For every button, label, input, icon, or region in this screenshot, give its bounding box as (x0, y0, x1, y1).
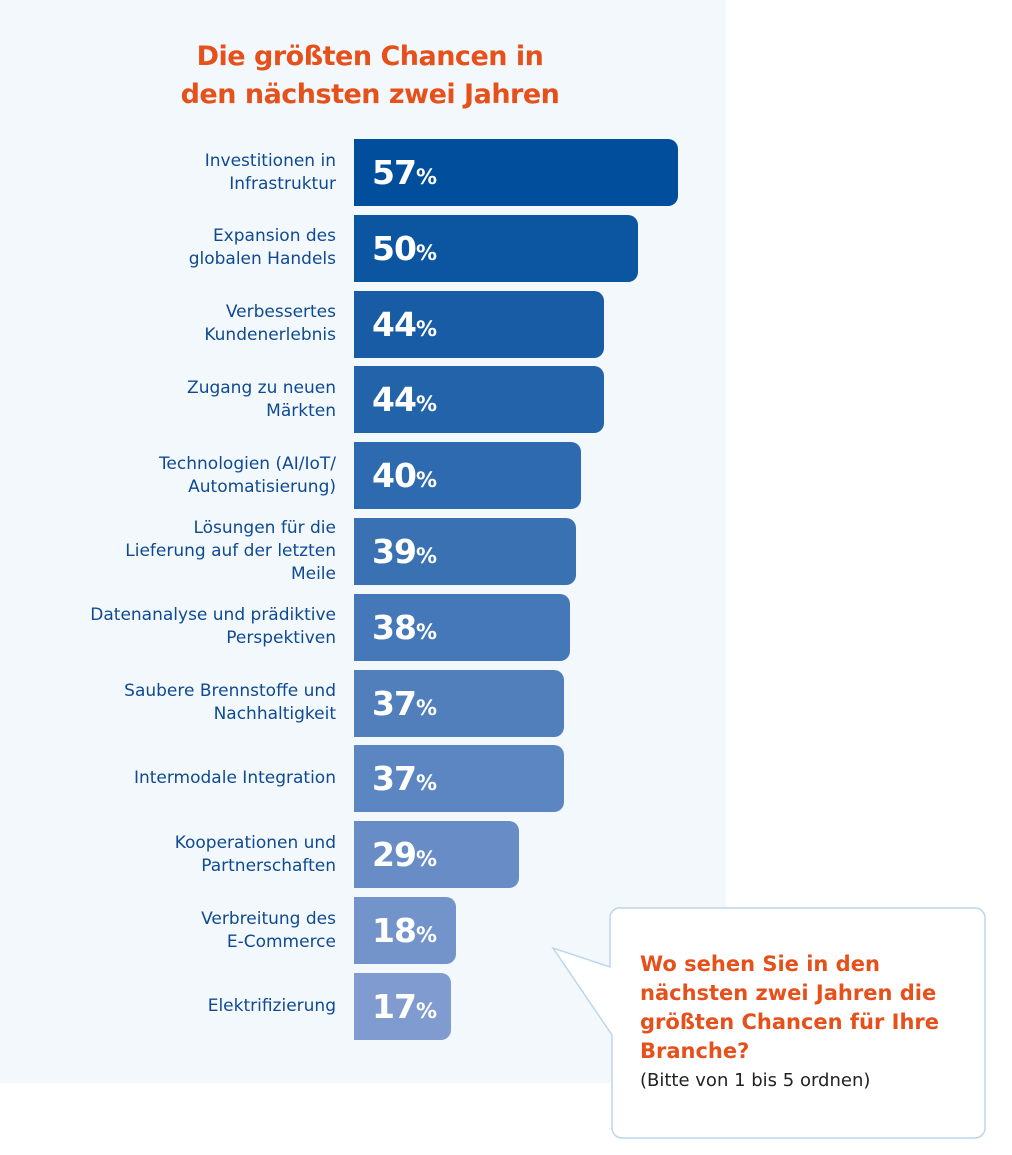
category-label: Kooperationen und Partnerschaften (174, 832, 336, 876)
bar: 57% (354, 139, 678, 206)
data-label: 39% (372, 532, 437, 571)
bar: 38% (354, 593, 570, 661)
bar: 37% (354, 745, 565, 813)
data-label: 37% (372, 759, 437, 799)
bar: 44% (354, 290, 605, 358)
data-label: 29% (372, 835, 437, 875)
bar: 50% (354, 214, 639, 282)
data-label: 18% (372, 911, 437, 950)
bar: 29% (354, 821, 519, 889)
bar: 17% (354, 972, 451, 1040)
category-label: Verbreitung des E-Commerce (201, 908, 336, 952)
title-line: Die größten Chancen in (196, 41, 544, 72)
category-label: Elektrifizierung (207, 995, 336, 1016)
bar: 44% (354, 366, 605, 434)
data-label: 57% (372, 153, 437, 192)
data-label: 44% (372, 304, 437, 344)
data-label: 37% (372, 683, 437, 723)
category-label: Saubere Brennstoffe und Nachhaltigkeit (124, 681, 336, 725)
bar: 40% (354, 442, 582, 510)
data-label: 40% (372, 456, 437, 496)
category-label: Technologien (AI/IoT/Automatisierung) (158, 453, 336, 497)
category-label: Investitionen in Infrastruktur (204, 150, 336, 194)
data-label: 17% (372, 986, 437, 1026)
data-label: 44% (372, 380, 437, 420)
category-label: Zugang zu neuen Märkten (187, 377, 336, 421)
callout-hint: (Bitte von 1 bis 5 ordnen) (640, 1070, 871, 1091)
title-line: den nächsten zwei Jahren (180, 79, 560, 110)
category-label: Verbessertes Kundenerlebnis (204, 302, 336, 346)
bar: 39% (354, 518, 576, 585)
data-label: 50% (372, 228, 437, 268)
category-label: Datenanalyse und prädiktive Perspektiven (90, 605, 336, 649)
chart-title: Die größten Chancen in den nächsten zwei… (100, 38, 640, 114)
category-label: Intermodale Integration (133, 768, 336, 789)
bar: 18% (354, 897, 457, 964)
category-label: Lösungen für die Lieferung auf der letzte… (125, 518, 336, 584)
category-label: Expansion des globalen Handels (188, 226, 336, 270)
bar: 37% (354, 669, 565, 737)
callout-question: Wo sehen Sie in den nächsten zwei Jahren… (640, 952, 940, 1063)
data-label: 38% (372, 607, 437, 647)
